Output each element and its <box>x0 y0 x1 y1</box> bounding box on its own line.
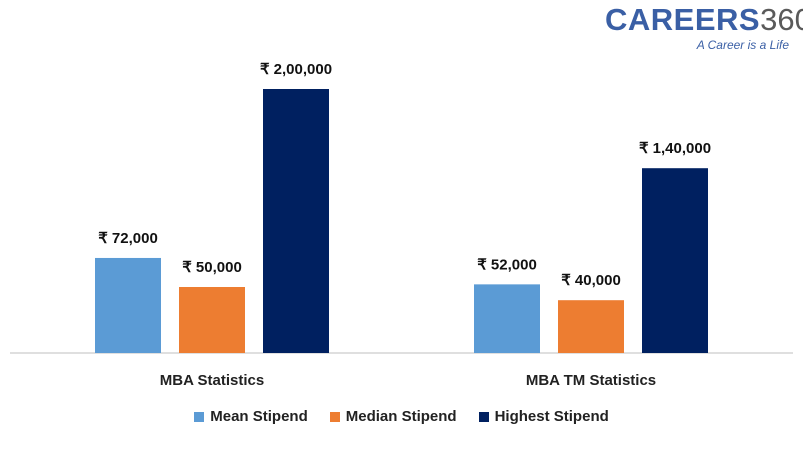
legend-label: Median Stipend <box>345 408 457 425</box>
legend-swatch <box>194 411 205 422</box>
bar-labels-group: ₹ 72,000 ₹ 50,000 ₹ 2,00,000 ₹ 52,000 ₹ 40,0… <box>98 61 711 289</box>
legend-label: Mean Stipend <box>210 408 308 425</box>
bar-highest-stipend-2 <box>642 168 708 353</box>
bar-mean-stipend-2 <box>474 284 540 353</box>
logo-brand-number: 360 <box>760 2 803 37</box>
data-label-median-stipend-2: ₹ 40,000 <box>561 272 621 289</box>
data-label-mean-stipend-1: ₹ 72,000 <box>98 230 158 247</box>
data-label-highest-stipend-1: ₹ 2,00,000 <box>260 61 332 78</box>
legend-label: Highest Stipend <box>494 408 609 425</box>
logo-brand-text: CAREERS <box>605 2 761 37</box>
category-labels-group: MBA Statistics MBA TM Statistics <box>160 372 656 389</box>
careers360-logo: CAREERS360 A Career is a Life <box>605 2 803 53</box>
bar-mean-stipend-1 <box>95 257 161 353</box>
data-label-highest-stipend-2: ₹ 1,40,000 <box>639 140 711 157</box>
logo-wordmark: CAREERS360 <box>605 2 803 37</box>
legend-swatch <box>478 411 489 422</box>
logo-tagline: A Career is a Life <box>696 38 789 52</box>
data-label-median-stipend-1: ₹ 50,000 <box>182 259 242 276</box>
legend-item-mean-stipend: Mean Stipend <box>194 408 308 425</box>
category-label-1: MBA Statistics <box>160 372 264 389</box>
bars-group <box>95 89 708 353</box>
legend-item-highest-stipend: Highest Stipend <box>478 408 609 425</box>
chart-legend: Mean Stipend Median Stipend Highest Stipen… <box>0 408 803 425</box>
legend-swatch <box>329 411 340 422</box>
data-label-mean-stipend-2: ₹ 52,000 <box>477 256 537 273</box>
bar-median-stipend-1 <box>179 287 245 353</box>
legend-item-median-stipend: Median Stipend <box>329 408 457 425</box>
bar-highest-stipend-1 <box>263 89 329 353</box>
stipend-bar-chart: ₹ 72,000 ₹ 50,000 ₹ 2,00,000 ₹ 52,000 ₹ 40,0… <box>10 61 793 389</box>
category-label-2: MBA TM Statistics <box>526 372 656 389</box>
bar-median-stipend-2 <box>558 300 624 353</box>
